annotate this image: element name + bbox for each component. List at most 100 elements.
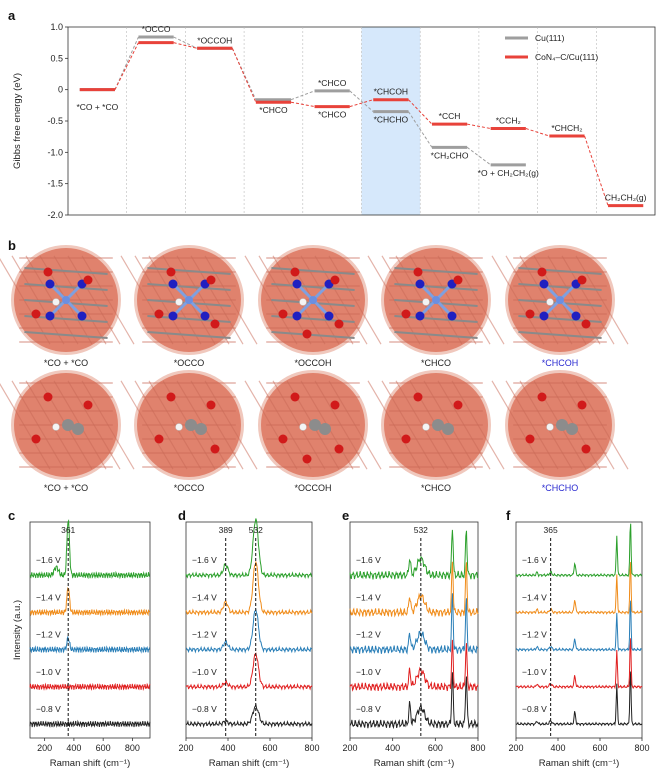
spectrum-line	[516, 600, 643, 653]
state-label: *CCH₂	[496, 116, 521, 126]
structure-model	[120, 245, 258, 355]
x-tick-label: 200	[508, 743, 523, 753]
oxygen-atom	[206, 275, 216, 285]
spectrum-line	[349, 529, 479, 581]
potential-label: −1.0 V	[522, 667, 547, 677]
y-tick-label: -1.0	[47, 147, 63, 157]
step-connector	[173, 42, 198, 49]
oxygen-atom	[302, 454, 312, 464]
oxygen-atom	[581, 444, 591, 454]
spectrum-line	[185, 560, 313, 617]
spectrum-line	[185, 652, 313, 691]
plot-frame	[185, 521, 313, 739]
lattice-line	[437, 255, 491, 345]
x-tick-label: 800	[634, 743, 649, 753]
state-label: *CO + *CO	[76, 102, 118, 112]
potential-label: −1.6 V	[192, 555, 217, 565]
carbon-network	[271, 267, 355, 275]
x-tick-label: 400	[66, 743, 81, 753]
y-tick-label: 0.5	[50, 53, 63, 63]
lattice-line	[81, 255, 135, 345]
oxygen-atom	[166, 392, 176, 402]
cobalt-atom	[185, 296, 193, 304]
y-tick-label: -2.0	[47, 210, 63, 220]
carbon-network	[24, 283, 108, 291]
step-connector	[231, 48, 257, 100]
nitrogen-atom	[292, 311, 302, 321]
spectrum-line	[185, 518, 313, 580]
panel-d-raman: 200 400 600 800 Raman shift (cm⁻¹) −0.8 V −1.0…	[178, 518, 320, 769]
cobalt-atom	[309, 296, 317, 304]
carbon-network	[147, 331, 231, 339]
hydrogen-atom	[422, 423, 430, 431]
spectrum-line	[185, 703, 313, 729]
nitrogen-atom	[200, 311, 210, 321]
oxygen-atom	[290, 392, 300, 402]
state-label: CH₂CH₂(g)	[605, 193, 647, 203]
potential-label: −1.2 V	[192, 630, 217, 640]
plot-frame	[349, 521, 479, 739]
oxygen-atom	[206, 400, 216, 410]
lattice-line	[328, 255, 382, 345]
potential-label: −0.8 V	[522, 704, 547, 714]
potential-label: −1.4 V	[522, 592, 547, 602]
step-connector	[408, 99, 433, 125]
spectrum-line	[29, 682, 151, 692]
panel-a-label: a	[8, 8, 16, 23]
step-connector	[408, 111, 433, 148]
nitrogen-atom	[77, 311, 87, 321]
structure-model	[120, 370, 258, 480]
structure-caption: *OCCOH	[294, 483, 331, 493]
oxygen-atom	[537, 267, 547, 277]
potential-label: −1.2 V	[522, 630, 547, 640]
y-axis-label: Intensity (a.u.)	[12, 600, 23, 660]
carbon-atom	[195, 423, 207, 435]
oxygen-atom	[577, 400, 587, 410]
carbon-atom	[309, 419, 321, 431]
panel-c-raman: 200 400 600 800 Raman shift (cm⁻¹) Intensity …	[12, 519, 151, 769]
lattice-line	[204, 380, 258, 470]
spectrum-line	[515, 561, 643, 615]
potential-label: −1.2 V	[36, 630, 61, 640]
x-tick-label: 600	[592, 743, 607, 753]
state-label: *OCCO	[142, 24, 171, 34]
structure-caption: *CHCO	[421, 483, 451, 493]
lattice-line	[67, 255, 121, 345]
carbon-network	[394, 331, 478, 339]
structure-caption: *CO + *CO	[44, 483, 88, 493]
panel-e-raman: 200 400 600 800 Raman shift (cm⁻¹) −0.8 V −1.0…	[342, 521, 486, 769]
peak-marker-label: 389	[219, 525, 233, 535]
potential-label: −1.2 V	[356, 630, 381, 640]
oxygen-atom	[83, 400, 93, 410]
oxygen-atom	[334, 444, 344, 454]
oxygen-atom	[154, 309, 164, 319]
lattice-line	[190, 255, 244, 345]
nitrogen-atom	[415, 279, 425, 289]
legend-label: CoN₄–C/Cu(111)	[535, 52, 598, 62]
oxygen-atom	[453, 275, 463, 285]
plot-frame	[29, 521, 151, 739]
oxygen-atom	[537, 392, 547, 402]
potential-label: −1.4 V	[36, 592, 61, 602]
hydrogen-atom	[175, 298, 183, 306]
nitrogen-atom	[539, 311, 549, 321]
x-tick-label: 200	[342, 743, 357, 753]
potential-label: −0.8 V	[36, 704, 61, 714]
carbon-atom	[566, 423, 578, 435]
carbon-network	[394, 283, 478, 291]
nitrogen-atom	[415, 311, 425, 321]
lattice-line	[328, 380, 382, 470]
lattice-line	[190, 380, 244, 470]
carbon-network	[271, 283, 355, 291]
spectrum-line	[29, 519, 150, 580]
step-connector	[349, 90, 374, 112]
state-label: *CH₂CHO	[431, 150, 469, 160]
oxygen-atom	[401, 434, 411, 444]
lattice-line	[451, 255, 505, 345]
potential-label: −1.0 V	[356, 667, 381, 677]
carbon-network	[394, 267, 478, 275]
x-tick-label: 800	[470, 743, 485, 753]
oxygen-atom	[83, 275, 93, 285]
structure-model	[491, 245, 629, 355]
x-tick-label: 600	[428, 743, 443, 753]
